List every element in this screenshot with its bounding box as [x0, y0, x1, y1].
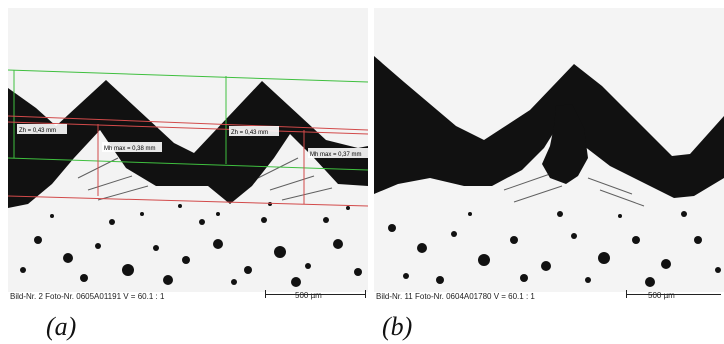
- micrograph-b: [374, 8, 724, 292]
- annotation-mh-left: Mh max = 0,38 mm: [104, 146, 156, 152]
- caption-text-b: Bild-Nr. 11 Foto-Nr. 0604A01780 V = 60.1…: [376, 292, 535, 301]
- figure-label-a: (a): [46, 312, 77, 341]
- micrograph-b-image: [374, 8, 724, 292]
- scale-label-b: 500 µm: [648, 291, 675, 300]
- scale-tick-right-a: [365, 290, 366, 298]
- annotation-zh-left: Zh = 0,43 mm: [19, 128, 56, 134]
- caption-bar-b: Bild-Nr. 11 Foto-Nr. 0604A01780 V = 60.1…: [376, 290, 721, 304]
- caption-text-a: Bild-Nr. 2 Foto-Nr. 0605A01191 V = 60.1 …: [10, 292, 165, 301]
- scale-bar-a: [265, 294, 365, 295]
- caption-bar-a: Bild-Nr. 2 Foto-Nr. 0605A01191 V = 60.1 …: [10, 290, 366, 304]
- scale-bar-b: [626, 294, 721, 295]
- micrograph-a: Zh = 0,43 mm Zh = 0,43 mm Mh max = 0,38 …: [8, 8, 368, 292]
- annotation-zh-right: Zh = 0,43 mm: [231, 130, 268, 136]
- micrograph-a-image: Zh = 0,43 mm Zh = 0,43 mm Mh max = 0,38 …: [8, 8, 368, 292]
- scale-label-a: 500 µm: [295, 291, 322, 300]
- annotation-mh-right: Mh max = 0,37 mm: [310, 152, 362, 158]
- figure-label-b: (b): [382, 312, 413, 341]
